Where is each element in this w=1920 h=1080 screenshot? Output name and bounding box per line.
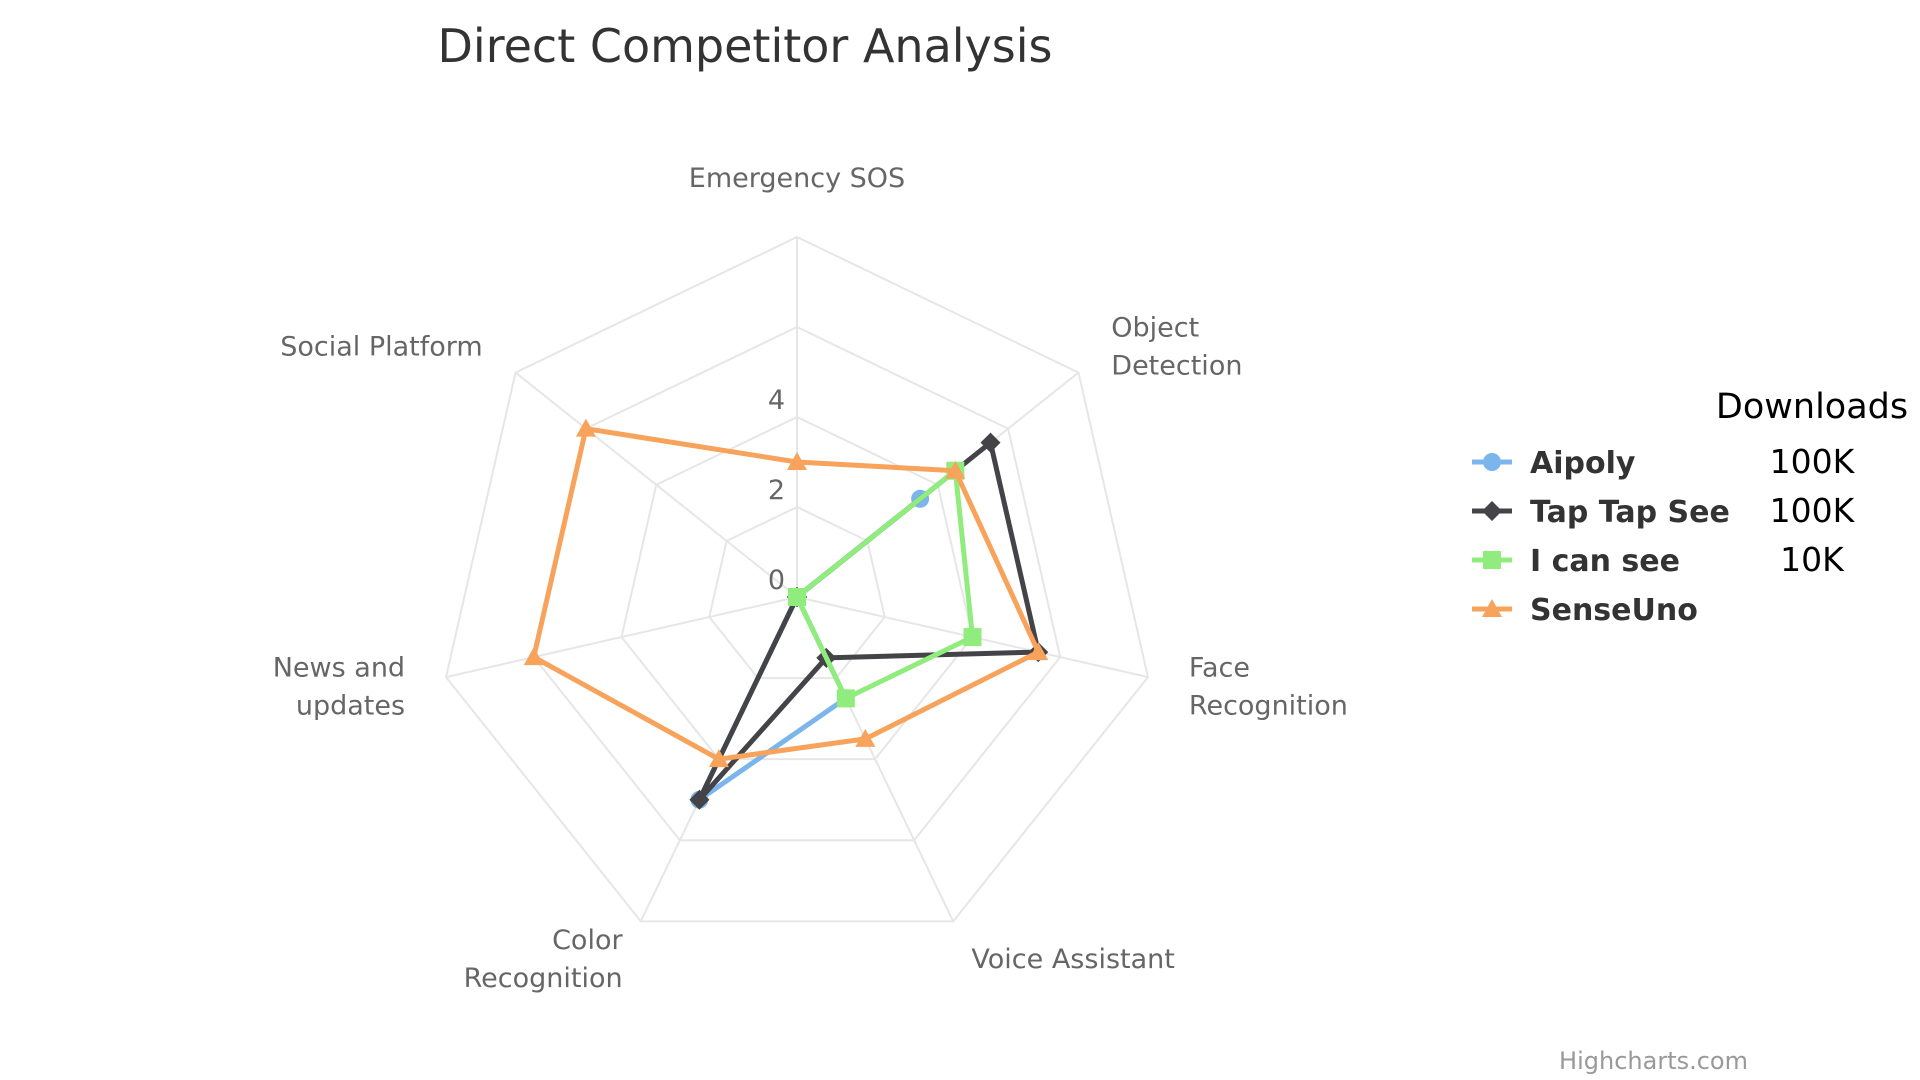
tick-label: 4 — [768, 385, 785, 416]
radial-tick-labels: 0 2 4 — [768, 385, 785, 596]
series-line — [696, 496, 923, 803]
legend-label: Aipoly — [1530, 446, 1636, 481]
grid-ring — [708, 505, 886, 680]
series-point — [855, 728, 876, 747]
series-point — [980, 432, 1001, 453]
legend-label: I can see — [1530, 544, 1680, 579]
series-point — [708, 749, 729, 768]
legend-label: Tap Tap See — [1530, 495, 1730, 530]
axis-label: Face Recognition — [1189, 652, 1348, 721]
series-point — [1028, 642, 1049, 661]
axis-label: News and updates — [273, 652, 405, 721]
grid-ring — [620, 415, 974, 761]
legend-item[interactable]: SenseUno — [1472, 593, 1698, 628]
legend: Aipoly Tap Tap See I can see SenseUno — [1472, 446, 1730, 628]
axis-label: Voice Assistant — [971, 944, 1174, 975]
axis-label: Social Platform — [280, 331, 483, 362]
downloads-header: Downloads — [1716, 387, 1908, 427]
legend-marker — [1482, 599, 1502, 617]
series-point — [787, 452, 807, 470]
legend-item[interactable]: Aipoly — [1472, 446, 1636, 481]
series-line — [531, 426, 1041, 762]
downloads-value: 100K — [1770, 442, 1856, 481]
axis-label: Object Detection — [1111, 312, 1242, 381]
grid-spoke — [514, 371, 798, 598]
axis-label: Color Recognition — [464, 925, 624, 994]
series-point — [963, 628, 982, 647]
series-point — [689, 789, 710, 810]
legend-item[interactable]: Tap Tap See — [1472, 495, 1730, 530]
series-point — [945, 460, 966, 479]
legend-marker — [1483, 551, 1501, 569]
tick-label: 2 — [768, 475, 785, 506]
legend-item[interactable]: I can see — [1472, 544, 1680, 579]
series-point — [575, 418, 596, 437]
series-3 — [523, 418, 1049, 768]
downloads-value: 10K — [1780, 540, 1845, 579]
series-0 — [690, 489, 930, 809]
series-point — [523, 647, 544, 666]
series-2 — [788, 461, 982, 708]
series-1 — [689, 432, 1049, 810]
legend-marker — [1483, 453, 1501, 471]
series-layer — [523, 418, 1049, 810]
grid-spoke — [445, 596, 798, 679]
downloads-values: 100K 100K 10K — [1770, 442, 1856, 579]
series-point — [836, 689, 855, 708]
axis-label: Emergency SOS — [689, 163, 905, 194]
series-point — [788, 588, 806, 606]
axis-labels: Emergency SOS Object Detection Face Recognit… — [273, 163, 1348, 994]
legend-label: SenseUno — [1530, 593, 1698, 628]
tick-label: 0 — [768, 565, 785, 596]
chart-title: Direct Competitor Analysis — [438, 19, 1053, 73]
downloads-value: 100K — [1770, 491, 1856, 530]
credits-link[interactable]: Highcharts.com — [1559, 1047, 1748, 1075]
grid-ring — [444, 235, 1150, 923]
legend-marker — [1482, 501, 1502, 521]
